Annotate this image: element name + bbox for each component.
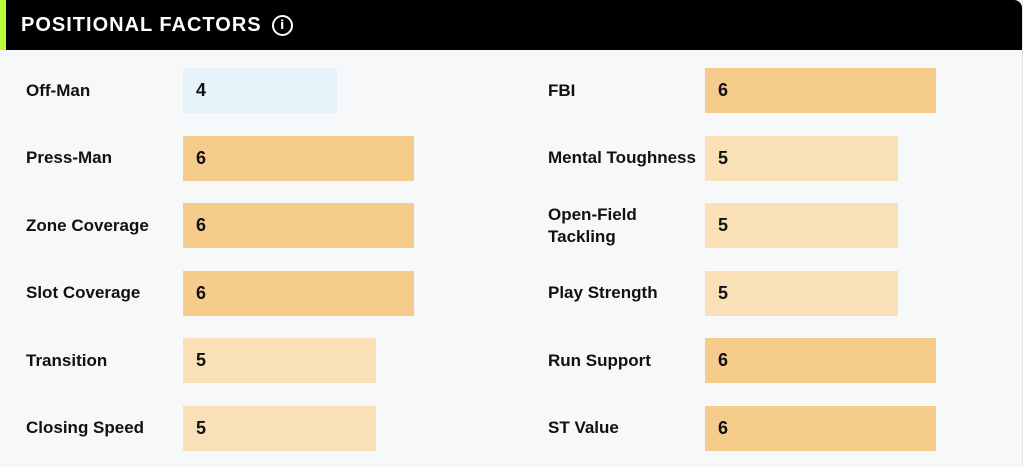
- factor-label: FBI: [548, 80, 576, 100]
- factor-row: Closing Speed 5: [0, 405, 511, 451]
- info-icon[interactable]: i: [271, 14, 293, 36]
- factor-label: Play Strength: [548, 283, 658, 303]
- factor-row: Open-Field Tackling 5: [522, 203, 1022, 249]
- factor-row: Transition 5: [0, 338, 511, 384]
- factor-row: Press-Man 6: [0, 135, 511, 181]
- left-factor-column: Off-Man 4 Press-Man 6 Zone Coverage 6 Sl…: [0, 68, 511, 474]
- factor-label: Transition: [26, 350, 108, 370]
- factor-score-bar: 5: [183, 405, 376, 451]
- header-accent-bar: [0, 0, 6, 50]
- factor-score-bar: 6: [183, 270, 414, 316]
- factor-score-bar: 5: [183, 338, 376, 384]
- factor-label: Zone Coverage: [26, 215, 149, 235]
- factor-score-bar: 6: [183, 203, 414, 249]
- factor-row: FBI 6: [522, 68, 1022, 113]
- factor-row: Zone Coverage 6: [0, 203, 511, 249]
- factor-row: Run Support 6: [522, 338, 1022, 384]
- factor-row: Off-Man 4: [0, 68, 511, 113]
- factor-score-bar: 5: [705, 203, 898, 249]
- factor-row: Mental Toughness 5: [522, 135, 1022, 181]
- factor-score-bar: 6: [705, 338, 936, 384]
- factor-label: Slot Coverage: [26, 283, 141, 303]
- factor-label: Run Support: [548, 350, 651, 370]
- section-title: POSITIONAL FACTORS: [21, 13, 262, 36]
- factor-label: Off-Man: [26, 80, 91, 100]
- factor-label: Closing Speed: [26, 418, 145, 438]
- factor-score-bar: 6: [705, 405, 936, 451]
- factor-score-bar: 6: [705, 68, 936, 113]
- factor-row: Play Strength 5: [522, 270, 1022, 316]
- factor-row: ST Value 6: [522, 405, 1022, 451]
- factor-score-bar: 4: [183, 68, 337, 113]
- section-header: POSITIONAL FACTORS i: [0, 0, 1022, 50]
- factor-label: Open-Field Tackling: [548, 204, 637, 246]
- right-factor-column: FBI 6 Mental Toughness 5 Open-Field Tack…: [522, 68, 1022, 474]
- factor-score-bar: 6: [183, 135, 414, 181]
- factor-label: ST Value: [548, 418, 619, 438]
- factor-score-bar: 5: [705, 135, 898, 181]
- factor-label: Mental Toughness: [548, 148, 696, 168]
- factor-row: Slot Coverage 6: [0, 270, 511, 316]
- factor-label: Press-Man: [26, 148, 112, 168]
- factor-score-bar: 5: [705, 270, 898, 316]
